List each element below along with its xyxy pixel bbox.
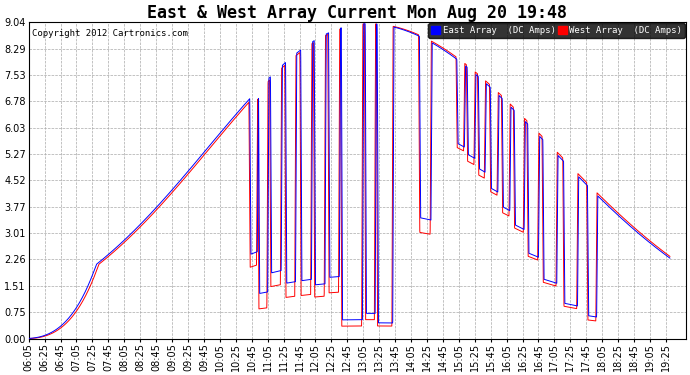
Text: Copyright 2012 Cartronics.com: Copyright 2012 Cartronics.com	[32, 28, 188, 38]
Legend: East Array  (DC Amps), West Array  (DC Amps): East Array (DC Amps), West Array (DC Amp…	[428, 23, 685, 38]
Title: East & West Array Current Mon Aug 20 19:48: East & West Array Current Mon Aug 20 19:…	[147, 4, 567, 22]
